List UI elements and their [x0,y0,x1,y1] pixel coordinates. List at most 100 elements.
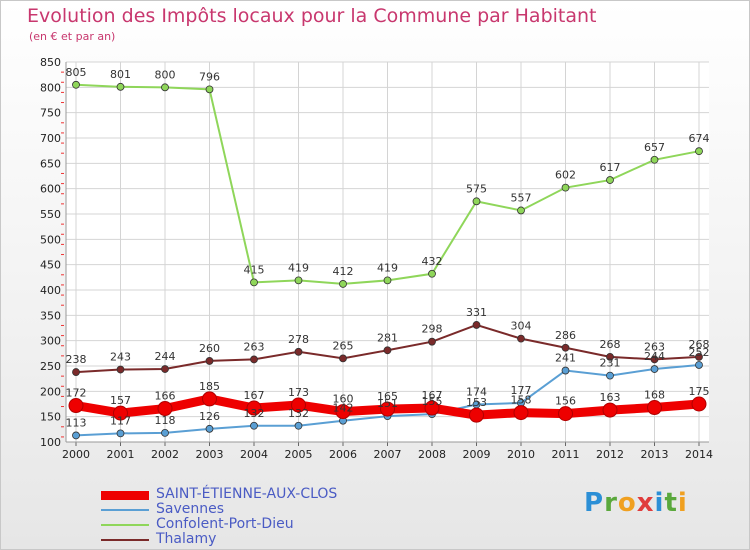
data-label: 263 [244,340,265,353]
y-tick-label: 400 [40,284,61,297]
data-label: 155 [422,395,443,408]
logo-letter: t [664,488,678,518]
data-label: 157 [110,394,131,407]
data-label: 241 [555,352,576,365]
data-point [424,400,440,416]
data-label: 166 [155,390,176,403]
x-tick-label: 2004 [240,448,268,461]
x-tick-label: 2005 [285,448,313,461]
data-label: 167 [422,389,443,402]
data-label: 126 [199,410,220,423]
data-label: 238 [66,353,87,366]
y-tick-label: 100 [40,436,61,449]
data-label: 805 [66,66,87,79]
data-label: 113 [66,416,87,429]
data-label: 419 [288,261,309,274]
y-tick-label: 650 [40,157,61,170]
data-label: 260 [199,342,220,355]
data-label: 151 [377,397,398,410]
data-point [246,400,262,416]
data-label: 163 [600,391,621,404]
legend-label: Confolent-Port-Dieu [156,516,294,532]
data-point [294,276,303,285]
data-label: 263 [644,340,665,353]
data-point [513,405,529,421]
data-point [517,206,525,215]
data-label: 158 [511,394,532,407]
data-point [650,155,659,164]
data-label: 177 [511,384,532,397]
x-tick-label: 2002 [151,448,179,461]
logo-letter: r [604,488,618,518]
data-point [205,424,214,433]
data-label: 801 [110,68,131,81]
legend-label: Savennes [156,501,225,517]
y-tick-label: 700 [40,132,61,145]
data-point [72,431,80,440]
data-point [695,147,703,156]
data-point [695,361,703,369]
legend-swatch [101,524,149,526]
data-label: 281 [377,331,398,344]
x-tick-label: 2003 [196,448,224,461]
data-point [205,357,214,365]
data-label: 265 [333,339,354,352]
data-point [116,429,125,438]
legend-label: Thalamy [156,531,217,547]
data-point [339,354,347,363]
y-tick-label: 300 [40,335,61,348]
data-point [428,269,436,278]
data-point [606,176,614,184]
logo-letter: x [636,488,655,518]
data-label: 142 [333,402,354,415]
data-point [161,428,169,437]
data-point [291,397,306,413]
x-tick-label: 2000 [62,448,90,461]
x-tick-label: 2006 [329,448,357,461]
data-label: 160 [333,393,354,406]
y-tick-label: 450 [40,259,61,272]
data-label: 252 [689,346,710,359]
data-point [383,276,392,285]
data-label: 173 [288,386,309,399]
y-tick-label: 850 [40,56,61,69]
data-label: 419 [377,261,398,274]
data-label: 118 [155,414,176,427]
data-point [469,407,484,423]
data-label: 657 [644,141,665,154]
data-point [691,396,707,412]
y-tick-label: 750 [40,107,61,120]
y-tick-label: 350 [40,309,61,322]
logo-letter: i [677,488,688,518]
x-tick-label: 2007 [374,448,402,461]
data-label: 231 [600,357,621,370]
y-tick-label: 800 [40,81,61,94]
data-label: 167 [244,389,265,402]
data-point [116,82,125,91]
data-label: 278 [288,333,309,346]
data-point [472,197,481,206]
data-point [650,365,659,373]
data-point [161,365,169,373]
data-point [202,391,217,407]
y-tick-label: 250 [40,360,61,373]
data-label: 412 [333,265,354,278]
data-label: 117 [110,414,131,427]
x-tick-label: 2012 [596,448,624,461]
data-point [339,280,347,288]
data-label: 557 [511,191,532,204]
data-label: 415 [244,263,265,276]
data-label: 432 [422,255,443,268]
data-point [383,346,392,355]
data-point [602,402,618,418]
data-point [250,355,258,364]
logo-letter: i [654,488,665,518]
data-label: 331 [466,306,487,319]
data-label: 800 [155,68,176,81]
legend-swatch [101,539,149,541]
y-tick-label: 200 [40,385,61,398]
legend-swatch [101,491,149,500]
y-tick-label: 500 [40,233,61,246]
data-point [561,183,570,192]
